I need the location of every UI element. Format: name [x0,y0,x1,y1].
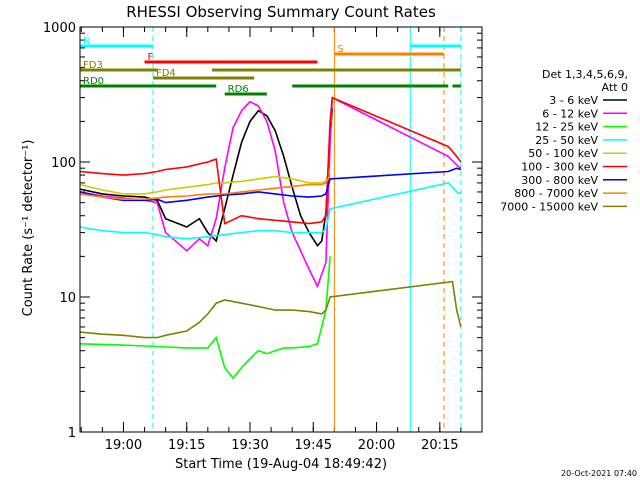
legend-label: 800 - 7000 keV [514,187,598,200]
plot-frame [79,26,483,433]
series-line [79,167,462,204]
x-tick-label: 19:30 [231,438,268,453]
x-tick-label: 19:00 [105,438,142,453]
x-axis-label: Start Time (19-Aug-04 18:49:42) [175,457,387,472]
x-tick-label: 20:00 [358,438,395,453]
x-tick-label: 19:45 [295,438,332,453]
x-tick-label: 19:15 [168,438,205,453]
flag-label: S [337,44,343,55]
series-line [79,96,462,225]
series-line [79,182,462,240]
legend-label: 25 - 50 keV [535,134,598,147]
flag-label: FD3 [83,60,103,71]
legend-label: 300 - 800 keV [521,174,598,187]
legend-label: 6 - 12 keV [542,107,598,120]
legend-header-line1: Det 1,3,4,5,6,9, [542,68,628,81]
chart-marks: 1 10 100 1000 19:00 19:15 19:30 19:45 20:00 20:15… [43,21,627,453]
series-line [79,174,331,200]
y-tick-label: 1 [68,426,76,441]
legend-label: 100 - 300 keV [521,161,598,174]
y-axis-label: Count Rate (s⁻¹ detector⁻¹) [21,140,36,317]
y-tick-label: 100 [51,156,76,171]
flag-label: RD0 [83,76,104,87]
legend-header-line2: Att 0 [602,81,628,94]
flag-label: RD6 [228,84,249,95]
series-line [79,167,331,195]
series-line [79,256,331,380]
flag-label: F [148,52,154,63]
flag-label: N [83,36,90,47]
legend-label: 3 - 6 keV [549,94,598,107]
legend-label: 7000 - 15000 keV [500,200,598,213]
y-tick-label: 1000 [43,21,76,36]
flag-label: FD4 [156,68,176,79]
legend-label: 12 - 25 keV [535,121,598,134]
series-line [79,280,462,339]
y-tick-label: 10 [59,291,76,306]
timestamp: 20-Oct-2021 07:40 [561,469,637,478]
chart-title: RHESSI Observing Summary Count Rates [126,3,436,21]
series-line [79,108,334,248]
legend-label: 50 - 100 keV [528,147,598,160]
x-tick-label: 20:15 [421,438,458,453]
